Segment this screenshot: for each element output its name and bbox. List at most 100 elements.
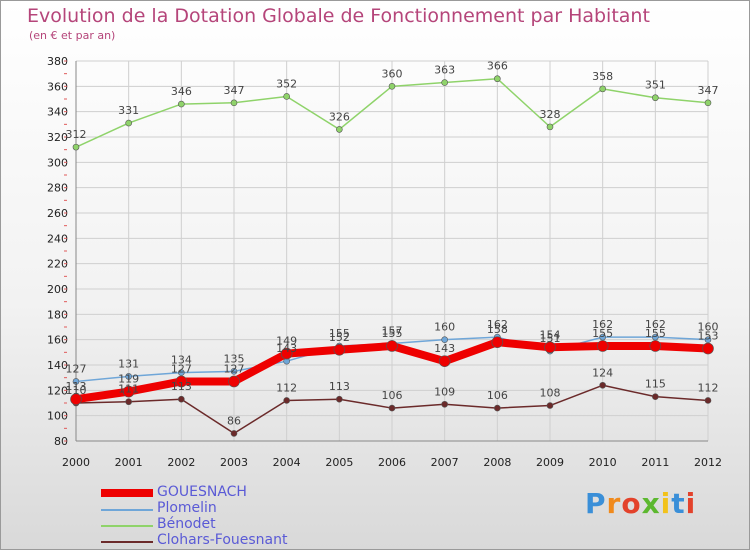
data-label-b-nodet: 360 bbox=[382, 67, 403, 80]
data-label-b-nodet: 347 bbox=[224, 84, 245, 97]
x-tick-label: 2002 bbox=[167, 456, 195, 469]
data-label-b-nodet: 363 bbox=[434, 64, 455, 77]
data-point-b-nodet bbox=[125, 119, 132, 127]
legend-swatch bbox=[101, 489, 153, 497]
y-tick-label: 300 bbox=[47, 156, 68, 169]
data-label-plomelin: 162 bbox=[645, 318, 666, 331]
data-label-clohars-fouesnant: 112 bbox=[276, 381, 297, 394]
data-label-b-nodet: 351 bbox=[645, 79, 666, 92]
data-label-gouesnach: 143 bbox=[434, 342, 455, 355]
data-point-gouesnach bbox=[333, 343, 346, 356]
data-label-clohars-fouesnant: 108 bbox=[540, 387, 561, 400]
y-tick-label: 180 bbox=[47, 308, 68, 321]
y-tick-label: 100 bbox=[47, 410, 68, 423]
data-point-gouesnach bbox=[70, 393, 82, 406]
data-label-b-nodet: 312 bbox=[66, 128, 87, 141]
data-point-b-nodet bbox=[599, 85, 606, 93]
data-point-gouesnach bbox=[228, 375, 240, 388]
data-point-gouesnach bbox=[386, 340, 398, 352]
data-label-b-nodet: 347 bbox=[698, 84, 719, 97]
data-point-clohars-fouesnant bbox=[599, 381, 606, 389]
data-label-b-nodet: 331 bbox=[118, 104, 139, 117]
x-tick-label: 2006 bbox=[378, 456, 406, 469]
data-label-gouesnach: 152 bbox=[329, 331, 350, 344]
y-tick-label: 160 bbox=[47, 334, 68, 347]
x-tick-label: 2004 bbox=[273, 456, 301, 469]
data-point-plomelin bbox=[72, 378, 80, 385]
data-point-gouesnach bbox=[438, 355, 451, 368]
legend-label: GOUESNACH bbox=[157, 484, 247, 500]
data-label-plomelin: 160 bbox=[698, 321, 719, 334]
data-label-gouesnach: 119 bbox=[118, 373, 139, 386]
legend: GOUESNACH Plomelin Bénodet Clohars-Foues… bbox=[101, 484, 361, 549]
data-label-gouesnach: 154 bbox=[540, 328, 561, 341]
data-label-gouesnach: 155 bbox=[645, 327, 666, 340]
data-point-b-nodet bbox=[704, 99, 712, 107]
data-label-b-nodet: 346 bbox=[171, 85, 192, 98]
y-tick-label: 280 bbox=[47, 182, 68, 195]
data-point-clohars-fouesnant bbox=[336, 395, 343, 403]
data-point-plomelin bbox=[599, 333, 606, 341]
data-label-clohars-fouesnant: 86 bbox=[227, 414, 241, 427]
data-label-b-nodet: 328 bbox=[540, 108, 561, 121]
data-point-b-nodet bbox=[494, 75, 501, 83]
x-tick-label: 2007 bbox=[431, 456, 459, 469]
y-tick-label: 200 bbox=[47, 283, 68, 296]
x-tick-label: 2010 bbox=[589, 456, 617, 469]
logo-letter: t bbox=[671, 487, 686, 520]
legend-swatch bbox=[101, 541, 153, 543]
data-label-gouesnach: 153 bbox=[698, 330, 719, 343]
data-point-gouesnach bbox=[122, 385, 135, 398]
x-tick-label: 2005 bbox=[325, 456, 353, 469]
data-point-gouesnach bbox=[280, 347, 293, 360]
data-label-clohars-fouesnant: 124 bbox=[592, 366, 613, 379]
data-label-clohars-fouesnant: 106 bbox=[487, 389, 508, 402]
x-tick-label: 2012 bbox=[694, 456, 722, 469]
data-label-clohars-fouesnant: 111 bbox=[118, 383, 139, 396]
data-labels-layer: 312 331 346 347 352 326 360 363 366 328 358 351 347 1… bbox=[66, 60, 719, 428]
data-point-gouesnach bbox=[175, 375, 188, 388]
x-tick-label: 2001 bbox=[115, 456, 143, 469]
data-label-clohars-fouesnant: 110 bbox=[66, 384, 87, 397]
y-tick-label: 220 bbox=[47, 258, 68, 271]
data-label-gouesnach: 127 bbox=[224, 362, 245, 375]
logo-letter: P bbox=[585, 487, 607, 520]
line-chart: 80 100 120 140 160 180 200 220 240 260 280 300 320 34… bbox=[47, 55, 722, 469]
data-label-clohars-fouesnant: 106 bbox=[382, 389, 403, 402]
logo-letter: i bbox=[685, 487, 697, 520]
data-label-plomelin: 162 bbox=[487, 318, 508, 331]
data-point-gouesnach bbox=[544, 341, 556, 354]
data-label-plomelin: 151 bbox=[540, 332, 561, 345]
data-point-clohars-fouesnant bbox=[388, 404, 396, 412]
series-layer bbox=[70, 75, 714, 437]
data-point-b-nodet bbox=[178, 100, 185, 108]
x-tick-label: 2011 bbox=[641, 456, 669, 469]
legend-item-clohars-fouesnant: Clohars-Fouesnant bbox=[101, 532, 361, 549]
data-label-clohars-fouesnant: 112 bbox=[698, 381, 719, 394]
data-point-clohars-fouesnant bbox=[704, 397, 712, 404]
legend-swatch bbox=[101, 509, 153, 511]
data-point-gouesnach bbox=[596, 340, 609, 352]
y-tick-label: 260 bbox=[47, 207, 68, 220]
x-tick-label: 2003 bbox=[220, 456, 248, 469]
data-point-clohars-fouesnant bbox=[178, 395, 185, 403]
chart-subtitle: (en € et par an) bbox=[29, 29, 116, 42]
data-point-b-nodet bbox=[441, 79, 448, 86]
data-point-b-nodet bbox=[388, 83, 396, 90]
data-point-plomelin bbox=[704, 336, 712, 343]
data-point-plomelin bbox=[441, 336, 448, 343]
y-tick-label: 140 bbox=[47, 359, 68, 372]
data-label-plomelin: 143 bbox=[276, 342, 297, 355]
legend-item-benodet: Bénodet bbox=[101, 516, 361, 533]
y-tick-label: 80 bbox=[54, 435, 68, 448]
data-label-plomelin: 131 bbox=[118, 357, 139, 370]
proxiti-logo: Proxiti bbox=[585, 487, 696, 520]
data-label-b-nodet: 358 bbox=[592, 70, 613, 83]
logo-letter: o bbox=[621, 487, 642, 520]
data-label-clohars-fouesnant: 113 bbox=[329, 380, 350, 393]
legend-label: Clohars-Fouesnant bbox=[157, 532, 288, 548]
data-point-gouesnach bbox=[491, 336, 504, 349]
legend-label: Plomelin bbox=[157, 500, 217, 516]
data-point-clohars-fouesnant bbox=[125, 398, 132, 406]
